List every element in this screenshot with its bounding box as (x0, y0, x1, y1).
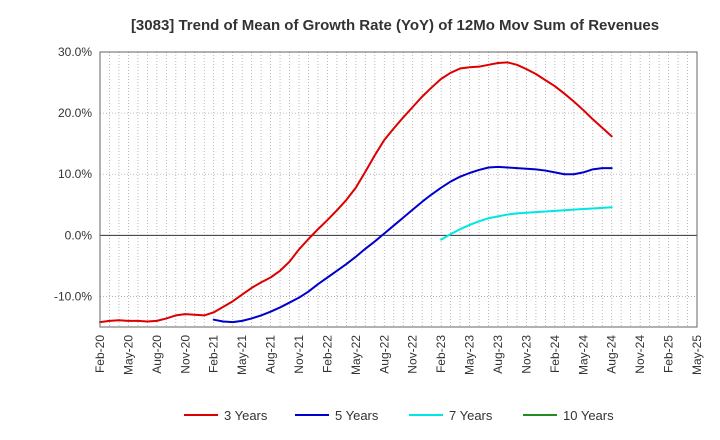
x-tick-label: May-23 (463, 335, 477, 375)
x-tick-label: Nov-21 (292, 335, 306, 374)
x-tick-label: Feb-22 (320, 335, 334, 373)
series-line-7-years (440, 206, 613, 241)
y-tick-label: 30.0% (58, 45, 92, 59)
legend-item: 5 Years (295, 408, 379, 423)
x-tick-label: Nov-23 (519, 335, 533, 374)
x-tick-label: May-22 (349, 335, 363, 375)
y-tick-label: -10.0% (54, 289, 92, 303)
x-tick-label: Feb-20 (93, 335, 107, 373)
x-tick-label: Aug-20 (150, 335, 164, 374)
x-tick-label: Feb-23 (434, 335, 448, 373)
x-tick-label: Feb-25 (662, 335, 676, 373)
legend-item: 7 Years (409, 408, 493, 423)
x-tick-label: Aug-22 (377, 335, 391, 374)
y-tick-label: 10.0% (58, 167, 92, 181)
x-tick-label: May-25 (690, 335, 704, 375)
series-lines (99, 61, 613, 324)
x-tick-label: May-21 (235, 335, 249, 375)
x-tick-label: Nov-20 (178, 335, 192, 374)
legend-label: 7 Years (449, 408, 493, 423)
series-line-5-years (212, 165, 613, 324)
legend-label: 5 Years (335, 408, 379, 423)
y-tick-label: 20.0% (58, 106, 92, 120)
y-axis: 30.0% 20.0% 10.0% 0.0% -10.0% (54, 45, 92, 303)
y-tick-label: 0.0% (65, 228, 93, 242)
legend: 3 Years 5 Years 7 Years 10 Years (184, 408, 614, 423)
chart-title: [3083] Trend of Mean of Growth Rate (YoY… (131, 17, 659, 34)
plot-frame (99, 51, 698, 328)
x-tick-label: Feb-21 (207, 335, 221, 373)
x-tick-label: Nov-22 (406, 335, 420, 374)
x-tick-label: May-20 (121, 335, 135, 375)
x-tick-label: Feb-24 (548, 335, 562, 373)
x-tick-label: Aug-24 (605, 335, 619, 374)
x-tick-label: Nov-24 (633, 335, 647, 374)
x-tick-label: Aug-23 (491, 335, 505, 374)
legend-item: 10 Years (523, 408, 614, 423)
x-tick-label: Aug-21 (264, 335, 278, 374)
plot-area (100, 52, 697, 327)
x-tick-label: May-24 (576, 335, 590, 375)
x-axis: Feb-20 May-20 Aug-20 Nov-20 Feb-21 May-21 Aug-… (93, 335, 704, 375)
legend-label: 10 Years (563, 408, 614, 423)
series-line-3-years (99, 61, 613, 324)
legend-item: 3 Years (184, 408, 268, 423)
legend-label: 3 Years (224, 408, 268, 423)
